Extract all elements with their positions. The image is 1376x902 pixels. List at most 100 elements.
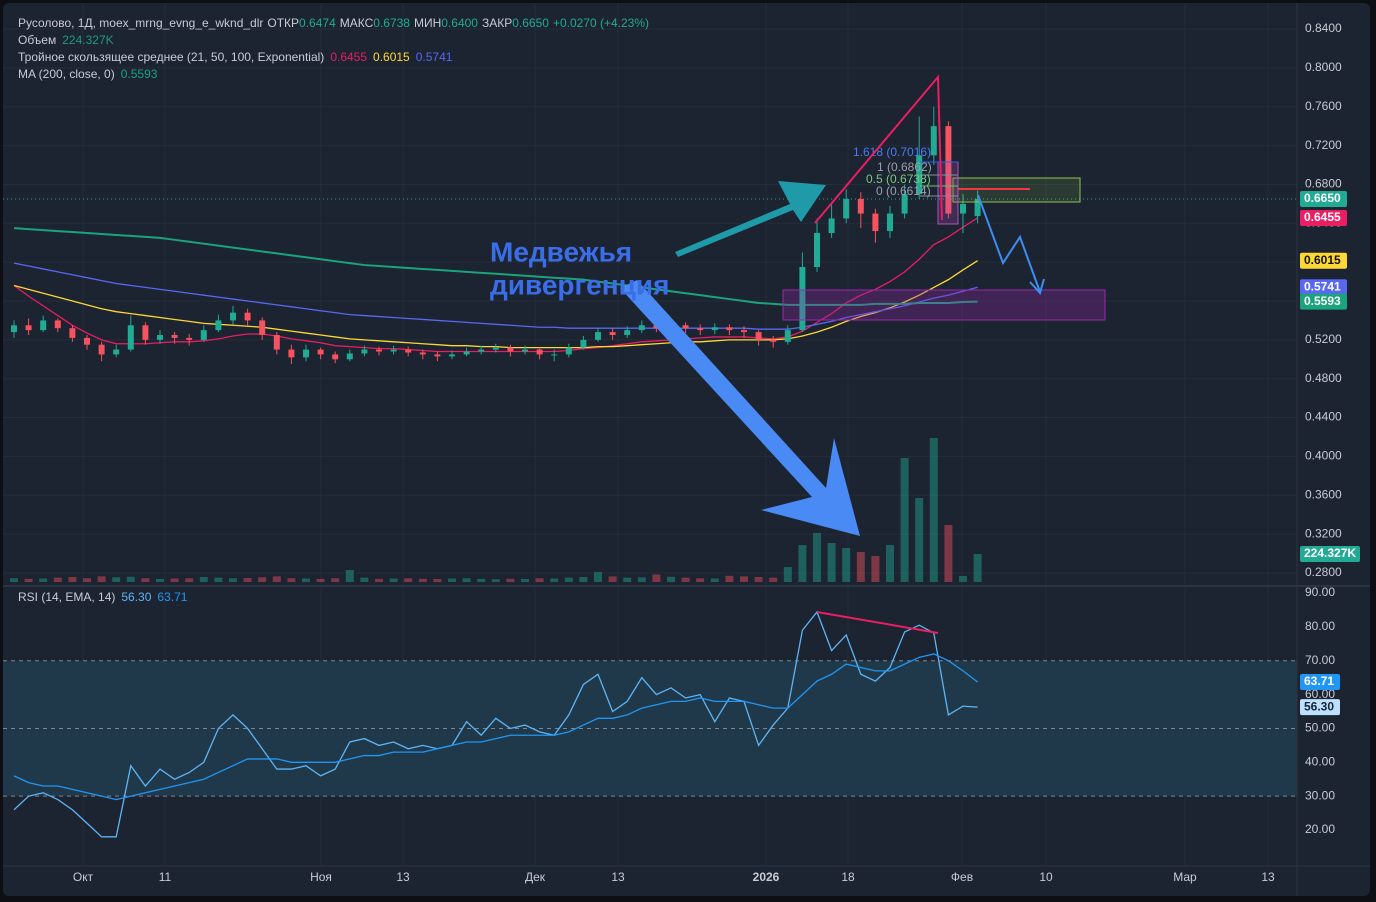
candle-body	[84, 337, 90, 345]
rsi-legend: RSI (14, EMA, 14) 56.30 63.71	[18, 590, 188, 604]
candle-body	[609, 332, 616, 335]
volume-bar	[10, 578, 18, 582]
candle-body	[507, 347, 514, 352]
zone-box	[782, 289, 1106, 321]
legend-value: 0.6738	[373, 16, 410, 30]
price-badge	[1300, 209, 1347, 226]
volume-bar	[710, 578, 719, 582]
divergence-line	[814, 74, 943, 224]
price-badge	[1300, 293, 1347, 310]
price-badge-label: 0.6650	[1304, 191, 1341, 205]
volume-bar	[448, 578, 456, 582]
candle-body	[595, 332, 601, 340]
candle-body	[25, 325, 32, 331]
volume-bar	[827, 543, 836, 582]
fib-label: 1 (0.6862)	[877, 160, 932, 174]
candle-body	[522, 349, 528, 352]
candle-body	[580, 339, 587, 348]
legend-label: Тройное скользящее среднее (21, 50, 100,…	[18, 50, 324, 64]
y-tick-label: 0.8000	[1305, 60, 1342, 74]
legend-label: RSI (14, EMA, 14)	[18, 590, 115, 604]
volume-bar	[375, 578, 383, 582]
y-tick-label: 60.00	[1305, 687, 1335, 701]
candle-body	[624, 330, 631, 335]
volume-bar	[170, 578, 179, 582]
y-tick-label: 90.00	[1305, 585, 1335, 599]
candle-body	[551, 354, 558, 356]
volume-bar	[929, 438, 938, 582]
volume-bar	[345, 570, 354, 582]
legend-label: МИН	[414, 16, 441, 30]
price-badge-label: 0.6455	[1304, 210, 1341, 224]
legend-value: 63.71	[157, 590, 187, 604]
candle-body	[54, 320, 61, 329]
y-tick-label: 0.4800	[1305, 371, 1342, 385]
price-badge	[1300, 252, 1347, 269]
volume-bar	[97, 576, 106, 582]
legend-label: ЗАКР	[482, 16, 512, 30]
volume-bar	[564, 577, 573, 582]
candle-body	[273, 334, 280, 350]
legend-value: 0.5741	[416, 50, 453, 64]
volume-bar	[652, 574, 661, 582]
volume-bar	[418, 578, 427, 582]
volume-bar	[550, 578, 559, 582]
legend-value: 0.6400	[441, 16, 478, 30]
volume-bar	[331, 578, 340, 582]
y-tick-label: 70.00	[1305, 653, 1335, 667]
volume-bar	[83, 578, 91, 582]
rsi-badge	[1300, 674, 1340, 691]
candle-body	[317, 349, 324, 355]
volume-bar	[316, 578, 325, 582]
fib-label: 0.5 (0.6738)	[866, 172, 931, 186]
annotation-text: Медвежья	[490, 236, 632, 267]
divergence-line	[816, 611, 939, 634]
x-tick-label: 10	[1039, 870, 1053, 884]
candle-body	[186, 337, 193, 340]
candle-body	[332, 354, 339, 360]
price-badge	[1300, 279, 1347, 296]
candle-body	[11, 325, 17, 333]
volume-bar	[783, 567, 792, 582]
x-tick-label: 13	[611, 870, 625, 884]
candle-body	[726, 327, 733, 331]
volume-bar	[667, 576, 675, 582]
x-tick-label: 18	[841, 870, 855, 884]
x-tick-label: Окт	[73, 870, 94, 884]
volume-bar	[199, 577, 208, 582]
y-tick-label: 50.00	[1305, 721, 1335, 735]
y-tick-label: 20.00	[1305, 822, 1335, 836]
y-tick-label: 0.3200	[1305, 526, 1342, 540]
volume-bar	[360, 577, 369, 582]
y-tick-label: 0.2800	[1305, 565, 1342, 579]
candle-body	[157, 334, 163, 340]
volume-bar	[696, 578, 705, 582]
legend-value: 0.6455	[330, 50, 367, 64]
volume-bar	[725, 575, 734, 582]
candle-body	[799, 267, 806, 331]
candle-body	[711, 327, 718, 331]
legend-label: Объем	[18, 33, 56, 47]
fib-label: 0 (0.6614)	[876, 184, 931, 198]
volume-bar	[959, 576, 967, 582]
candle-body	[828, 218, 835, 234]
volume-bar	[229, 578, 237, 582]
rsi-bands	[3, 660, 1297, 797]
volume-bar	[608, 576, 617, 582]
ma-line	[13, 227, 978, 306]
candle-body	[901, 194, 908, 214]
volume-bar	[68, 577, 77, 582]
candle-body	[770, 339, 777, 342]
volume-bar	[389, 578, 398, 582]
volume-bar	[126, 576, 135, 582]
legend-value: 0.6015	[373, 50, 410, 64]
candle-body	[376, 349, 382, 352]
legend-value: 0.5593	[121, 67, 158, 81]
legend-value: +0.0270 (+4.23%)	[553, 16, 649, 30]
volume-bar	[287, 578, 296, 582]
candle-body	[843, 199, 850, 219]
arrow	[620, 280, 860, 536]
volume-bar	[754, 577, 763, 582]
volume-bar	[915, 498, 924, 582]
volume-bar	[900, 458, 909, 582]
